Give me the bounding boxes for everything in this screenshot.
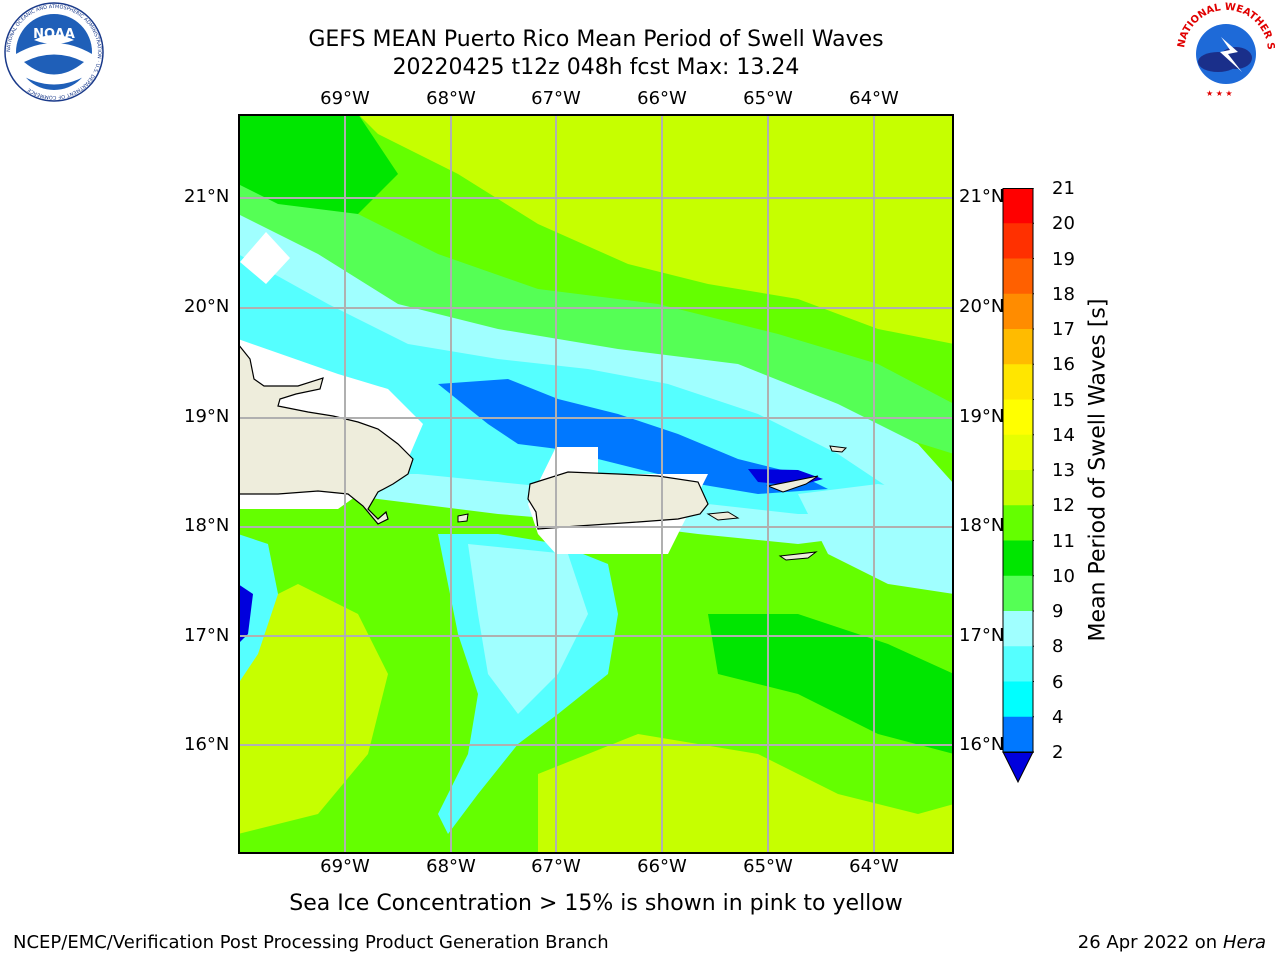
lon-label-top-68w: 68°W xyxy=(426,88,476,109)
map-title-line2: 20220425 t12z 048h fcst Max: 13.24 xyxy=(392,55,800,80)
lat-label-right-17n: 17°N xyxy=(959,625,1005,646)
credit-text: NCEP/EMC/Verification Post Processing Pr… xyxy=(13,932,609,953)
lon-label-top-66w: 66°W xyxy=(637,88,687,109)
colorbar-tick-label: 8 xyxy=(1052,636,1064,658)
colorbar-swatch xyxy=(1003,470,1033,506)
nws-logo: NATIONAL WEATHER SERVICE ★ ★ ★ xyxy=(1172,0,1276,102)
colorbar-swatch xyxy=(1003,646,1033,682)
host-text: Hera xyxy=(1222,932,1266,953)
colorbar-swatch xyxy=(1003,505,1033,541)
colorbar-swatches xyxy=(1002,187,1034,784)
lat-label-left-18n: 18°N xyxy=(184,515,230,536)
lat-label-right-19n: 19°N xyxy=(959,406,1005,427)
colorbar xyxy=(1002,187,1034,784)
colorbar-tick-label: 2 xyxy=(1052,742,1064,763)
lat-label-left-16n: 16°N xyxy=(184,734,230,755)
colorbar-swatch xyxy=(1003,716,1033,753)
map-frame xyxy=(238,114,954,854)
lon-label-top-64w: 64°W xyxy=(849,88,899,109)
colorbar-swatch xyxy=(1003,611,1033,647)
lat-label-right-16n: 16°N xyxy=(959,734,1005,755)
lat-label-left-19n: 19°N xyxy=(184,406,230,427)
lat-label-left-21n: 21°N xyxy=(184,186,230,207)
colorbar-tick-label: 9 xyxy=(1052,601,1064,622)
colorbar-swatch xyxy=(1003,434,1033,471)
lon-label-bottom-69w: 69°W xyxy=(320,856,370,877)
colorbar-tick-label: 20 xyxy=(1052,213,1075,235)
colorbar-tick-labels: 21 20 19 18 17 16 15 14 13 12 11 10 9 8 6 4 2 xyxy=(1052,178,1092,778)
svg-text:★ ★ ★: ★ ★ ★ xyxy=(1206,89,1233,98)
colorbar-swatch xyxy=(1003,258,1033,295)
swell-field-13s-south xyxy=(238,584,388,834)
colorbar-swatch xyxy=(1003,223,1033,259)
colorbar-tick-label: 12 xyxy=(1052,495,1075,517)
colorbar-swatch xyxy=(1003,399,1033,436)
sea-ice-note: Sea Ice Concentration > 15% is shown in … xyxy=(289,891,903,916)
lon-label-top-67w: 67°W xyxy=(531,88,581,109)
colorbar-swatch xyxy=(1003,329,1033,365)
colorbar-tick-label: 13 xyxy=(1052,460,1075,481)
colorbar-swatch xyxy=(1003,188,1033,224)
colorbar-tick-label: 19 xyxy=(1052,248,1075,270)
lat-label-right-20n: 20°N xyxy=(959,296,1005,317)
lon-label-bottom-68w: 68°W xyxy=(426,856,476,877)
colorbar-swatch xyxy=(1003,364,1033,400)
colorbar-tick-label: 14 xyxy=(1052,424,1075,446)
colorbar-swatch xyxy=(1003,540,1033,577)
colorbar-tick-label: 18 xyxy=(1052,283,1075,305)
colorbar-tick-label: 21 xyxy=(1052,178,1075,199)
lon-label-top-69w: 69°W xyxy=(320,88,370,109)
footer-date: 26 Apr 2022 on Hera xyxy=(1078,932,1266,953)
colorbar-swatch xyxy=(1003,575,1033,612)
lat-label-left-17n: 17°N xyxy=(184,625,230,646)
colorbar-tick-label: 6 xyxy=(1052,671,1064,693)
date-text: 26 Apr 2022 on xyxy=(1077,932,1218,953)
colorbar-tick-label: 17 xyxy=(1052,319,1075,340)
map-title-line1: GEFS MEAN Puerto Rico Mean Period of Swe… xyxy=(308,27,884,52)
lon-label-bottom-67w: 67°W xyxy=(531,856,581,877)
hispaniola-landmass xyxy=(237,342,414,525)
swell-field-13s-north xyxy=(358,114,954,344)
colorbar-tick-label: 11 xyxy=(1052,530,1075,552)
lat-label-right-18n: 18°N xyxy=(959,515,1005,536)
colorbar-swatch xyxy=(1003,681,1033,718)
noaa-logo-text: NOAA xyxy=(33,27,75,42)
lat-label-left-20n: 20°N xyxy=(184,296,230,317)
lon-label-top-65w: 65°W xyxy=(743,88,793,109)
lon-label-bottom-64w: 64°W xyxy=(849,856,899,877)
lon-label-bottom-65w: 65°W xyxy=(743,856,793,877)
colorbar-title: Mean Period of Swell Waves [s] xyxy=(1085,298,1111,642)
colorbar-tick-label: 4 xyxy=(1052,706,1064,728)
colorbar-tick-label: 15 xyxy=(1052,389,1075,411)
colorbar-extend-triangle xyxy=(1002,751,1034,784)
swell-field-4s-pocket xyxy=(438,379,828,494)
swell-field-10s-band xyxy=(238,174,954,454)
colorbar-tick-label: 16 xyxy=(1052,354,1075,376)
lat-label-right-21n: 21°N xyxy=(959,186,1005,207)
noaa-logo: NOAA NATIONAL OCEANIC AND ATMOSPHERIC AD… xyxy=(4,2,104,102)
colorbar-swatch xyxy=(1003,293,1033,330)
lon-label-bottom-66w: 66°W xyxy=(637,856,687,877)
colorbar-tick-label: 10 xyxy=(1052,565,1075,587)
map-panel xyxy=(237,114,954,854)
graticule xyxy=(238,114,954,854)
